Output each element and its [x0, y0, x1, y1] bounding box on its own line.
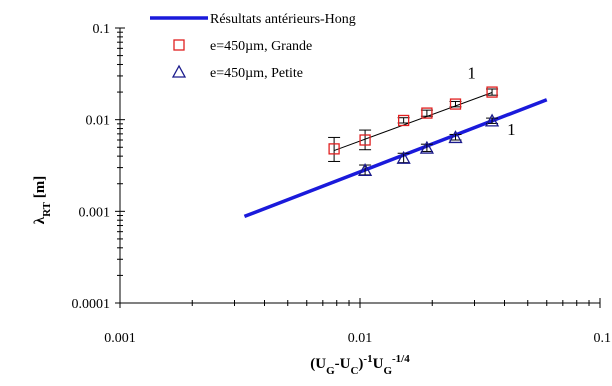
axis-title-part: C — [350, 365, 358, 377]
data-point-square — [486, 86, 498, 98]
data-point-triangle — [484, 113, 500, 127]
data-point-square — [397, 114, 410, 127]
data-point-square — [359, 134, 371, 146]
x-axis-title: (UG-UC)-1UG-1/4 — [310, 353, 410, 377]
series — [243, 86, 548, 219]
axis-title-part: U — [373, 356, 384, 372]
data-point-triangle — [419, 140, 434, 154]
annotations: 11 — [467, 64, 515, 139]
axes: 0.0001 0.001 0.01 0.1 0.001 0.01 0.1 — [72, 22, 612, 346]
axis-title-part: -1 — [363, 353, 372, 365]
slope-label: 1 — [507, 120, 516, 139]
y-tick-label: 0.0001 — [72, 297, 111, 312]
axis-title-part: -U — [335, 356, 351, 372]
slope-label: 1 — [467, 64, 476, 83]
legend-square-marker — [173, 39, 185, 51]
data-point-square — [421, 107, 433, 119]
x-tick-label: 0.01 — [348, 331, 373, 346]
x-tick-label: 0.1 — [594, 331, 612, 346]
data-point-triangle — [396, 150, 411, 164]
axis-title-part: ) — [358, 356, 363, 372]
x-tick-label: 0.001 — [104, 331, 136, 346]
axis-title-part: -1/4 — [392, 353, 410, 365]
axis-title-part: [m] — [32, 176, 48, 202]
y-tick-label: 0.1 — [93, 22, 111, 37]
data-point-triangle — [448, 130, 463, 144]
legend-label: e=450µm, Grande — [210, 39, 312, 54]
axis-title-part: RT — [41, 201, 53, 217]
y-axis-title: λRT [m] — [32, 176, 53, 225]
legend-triangle-marker — [171, 64, 187, 78]
axis-title-part: G — [326, 365, 335, 377]
series-line — [243, 98, 548, 219]
data-point-square — [328, 143, 340, 155]
axis-title-part: λ — [32, 216, 48, 224]
fit-line — [333, 92, 493, 152]
legend-label: e=450µm, Petite — [210, 66, 303, 81]
legend: Résultats antérieurs-Hong e=450µm, Grande… — [150, 12, 356, 81]
y-tick-label: 0.001 — [79, 205, 111, 220]
axis-title-part: G — [383, 365, 392, 377]
axis-title-part: (U — [310, 356, 326, 372]
y-tick-label: 0.01 — [86, 114, 111, 129]
data-point-triangle — [357, 162, 373, 176]
data-point-square — [449, 98, 462, 110]
legend-label: Résultats antérieurs-Hong — [210, 12, 356, 27]
